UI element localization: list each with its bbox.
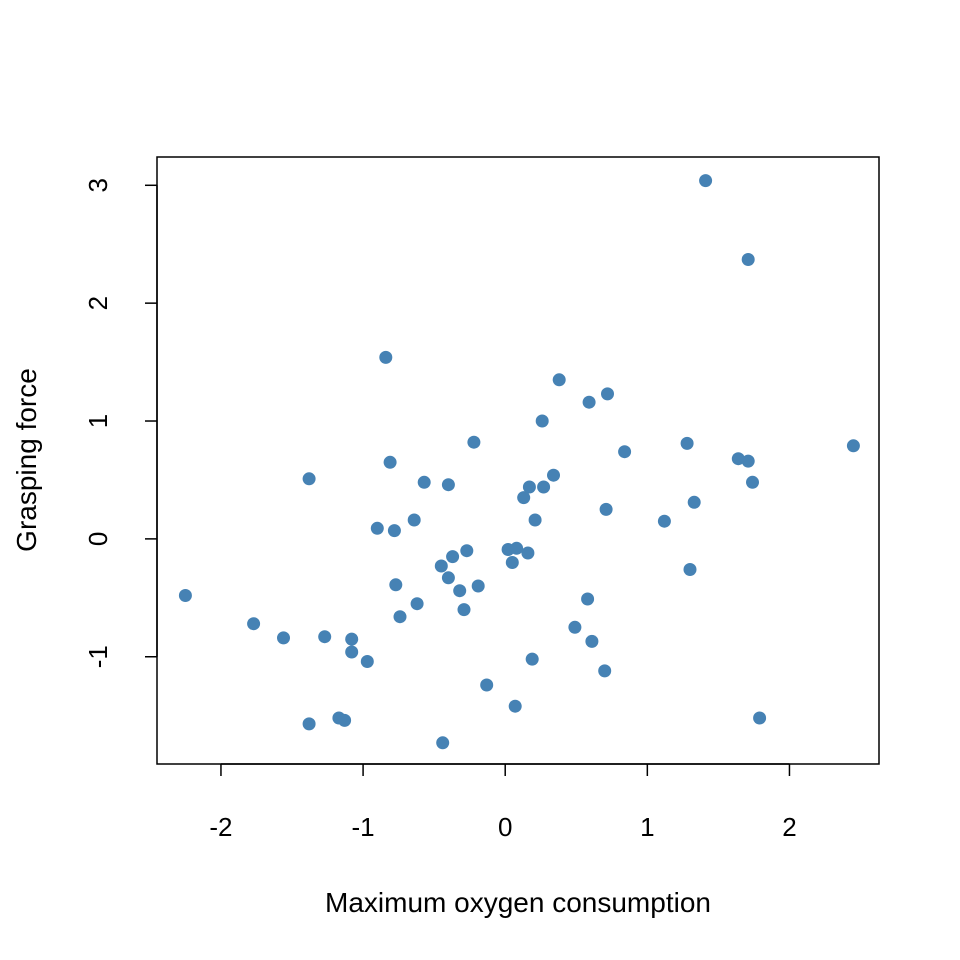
data-point-16 (389, 578, 403, 592)
data-point-30 (471, 579, 485, 593)
data-point-18 (407, 513, 421, 527)
x-tick-label-2: 0 (498, 812, 512, 842)
data-point-23 (441, 571, 455, 585)
data-point-40 (528, 513, 542, 527)
y-tick-label-0: -1 (83, 645, 113, 668)
data-point-27 (457, 603, 471, 617)
data-point-44 (552, 373, 566, 387)
x-tick-label-3: 1 (640, 812, 654, 842)
data-point-31 (480, 678, 494, 692)
data-point-39 (525, 652, 539, 666)
x-axis: -2 -1 0 1 2 (209, 763, 797, 842)
data-point-13 (379, 350, 393, 364)
data-point-26 (453, 584, 467, 598)
x-axis-title: Maximum oxygen consumption (325, 887, 711, 918)
data-point-3 (277, 631, 290, 645)
data-point-62 (753, 711, 767, 725)
data-point-4 (302, 472, 316, 486)
data-point-56 (687, 495, 701, 509)
data-point-29 (467, 435, 481, 449)
data-point-12 (370, 521, 384, 535)
data-point-36 (517, 491, 531, 505)
data-point-45 (568, 620, 582, 634)
points-layer (178, 174, 860, 750)
x-tick-label-1: -1 (352, 812, 375, 842)
data-point-55 (683, 563, 697, 576)
data-point-28 (460, 544, 474, 558)
data-point-41 (535, 414, 549, 428)
data-point-34 (508, 699, 522, 713)
data-point-47 (582, 395, 596, 409)
y-axis: -1 0 1 2 3 (83, 178, 158, 668)
y-tick-label-2: 1 (83, 414, 113, 428)
data-point-58 (731, 452, 745, 466)
data-point-19 (410, 597, 424, 611)
data-point-46 (581, 592, 595, 606)
data-point-8 (338, 713, 352, 727)
y-tick-label-1: 0 (83, 532, 113, 546)
data-point-5 (302, 717, 316, 731)
data-point-1 (178, 589, 192, 602)
data-point-52 (618, 445, 632, 459)
data-point-35 (510, 541, 524, 555)
data-point-24 (441, 478, 455, 492)
y-tick-label-4: 3 (83, 178, 113, 192)
data-point-6 (318, 630, 332, 644)
data-point-17 (393, 610, 407, 624)
data-point-49 (598, 664, 612, 678)
data-point-43 (547, 468, 560, 482)
data-point-33 (505, 556, 519, 569)
data-point-15 (387, 524, 401, 538)
y-axis-title: Grasping force (11, 368, 42, 552)
data-point-42 (537, 480, 551, 494)
data-point-48 (585, 634, 599, 648)
data-point-22 (436, 736, 450, 750)
data-point-61 (746, 475, 759, 489)
data-point-20 (417, 475, 431, 489)
data-point-51 (601, 387, 614, 401)
data-point-57 (699, 174, 713, 188)
data-point-14 (383, 455, 397, 469)
data-point-37 (521, 546, 535, 560)
data-point-38 (522, 480, 536, 494)
data-point-2 (247, 617, 261, 631)
data-point-50 (599, 502, 613, 516)
data-point-25 (446, 550, 460, 564)
data-point-10 (345, 645, 359, 659)
data-point-60 (741, 454, 755, 468)
x-tick-label-4: 2 (782, 812, 796, 842)
data-point-53 (657, 514, 671, 528)
data-point-63 (846, 439, 860, 453)
data-point-59 (741, 253, 755, 266)
data-point-54 (680, 436, 694, 450)
data-point-21 (434, 559, 448, 573)
data-point-11 (360, 655, 374, 668)
x-tick-label-0: -2 (209, 812, 232, 842)
data-point-9 (345, 632, 359, 646)
y-tick-label-3: 2 (83, 296, 113, 310)
